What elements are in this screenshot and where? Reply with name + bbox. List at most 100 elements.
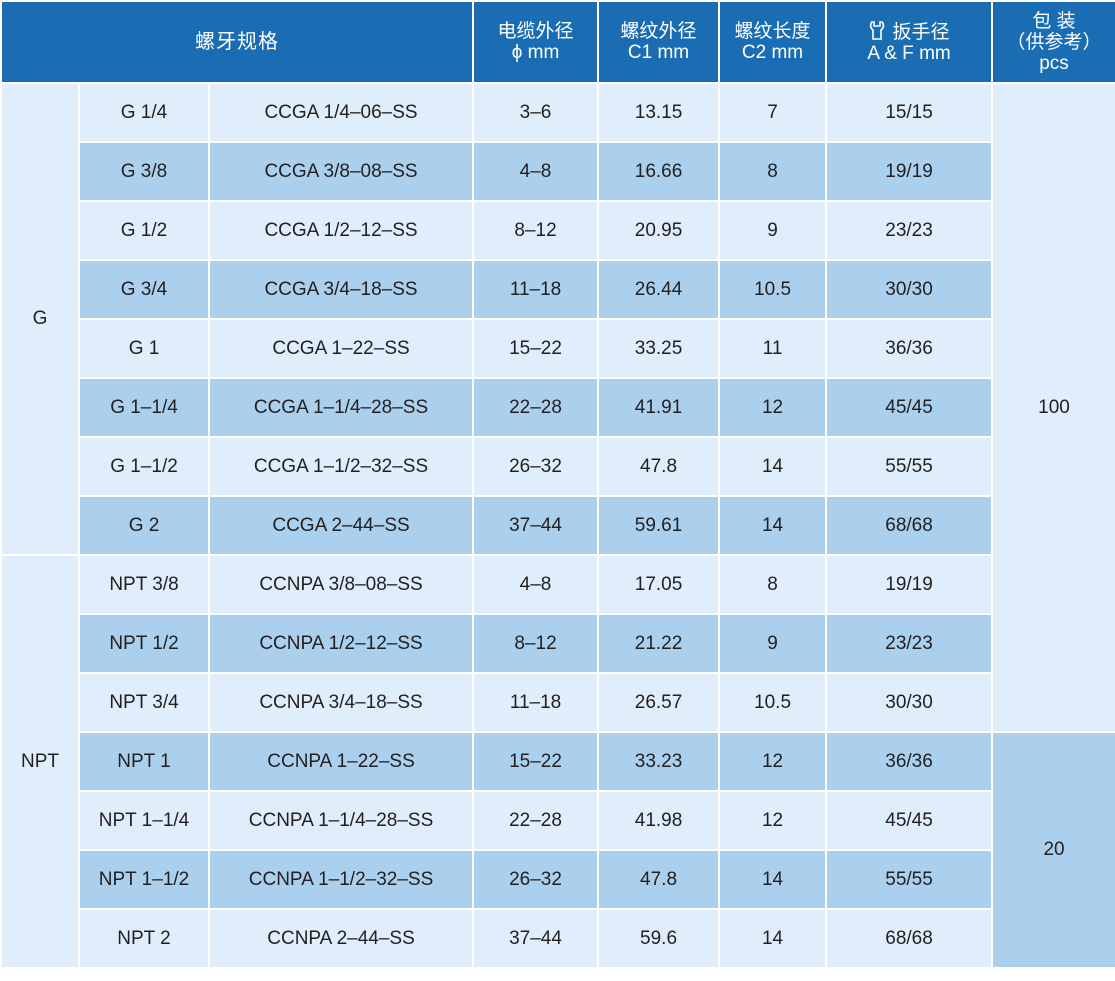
table-row: G 1–1/4 CCGA 1–1/4–28–SS 22–28 41.91 12 45/45 — [1, 377, 1115, 438]
part-code-cell: CCGA 1–22–SS — [207, 318, 475, 379]
thread-length-cell: 10.5 — [718, 672, 828, 733]
cable-od-cell: 22–28 — [472, 790, 600, 851]
thread-length-cell: 8 — [718, 554, 828, 615]
wrench-size-cell: 45/45 — [825, 377, 994, 438]
cable-od-cell: 26–32 — [472, 849, 600, 910]
thread-length-cell: 14 — [718, 849, 828, 910]
table-row: G 3/8 CCGA 3/8–08–SS 4–8 16.66 8 19/19 — [1, 141, 1115, 202]
package-qty-cell: 20 — [991, 731, 1115, 969]
cable-od-cell: 3–6 — [472, 82, 600, 143]
thread-length-cell: 9 — [718, 200, 828, 261]
thread-size-cell: G 1 — [78, 318, 210, 379]
thread-od-cell: 20.95 — [597, 200, 721, 261]
part-code-cell: CCGA 2–44–SS — [207, 495, 475, 556]
thread-size-cell: G 1–1/4 — [78, 377, 210, 438]
cable-od-header: 电缆外径 ϕ mm — [472, 0, 600, 84]
table-row: NPT 1 CCNPA 1–22–SS 15–22 33.23 12 36/36 20 — [1, 731, 1115, 969]
wrench-size-cell: 23/23 — [825, 200, 994, 261]
wrench-size-cell: 36/36 — [825, 731, 994, 792]
part-code-cell: CCGA 1–1/2–32–SS — [207, 436, 475, 497]
table-row: G 3/4 CCGA 3/4–18–SS 11–18 26.44 10.5 30/30 — [1, 259, 1115, 320]
table-row: NPT 1/2 CCNPA 1/2–12–SS 8–12 21.22 9 23/23 — [1, 613, 1115, 674]
cable-od-cell: 4–8 — [472, 554, 600, 615]
thread-type-cell: G — [0, 82, 80, 556]
table-row: NPT 3/4 CCNPA 3/4–18–SS 11–18 26.57 10.5 30/3… — [1, 672, 1115, 733]
wrench-size-cell: 68/68 — [825, 495, 994, 556]
thread-size-cell: G 3/4 — [78, 259, 210, 320]
thread-od-cell: 33.25 — [597, 318, 721, 379]
wrench-size-cell: 23/23 — [825, 613, 994, 674]
thread-od-cell: 59.61 — [597, 495, 721, 556]
thread-length-cell: 14 — [718, 436, 828, 497]
table-row: NPT 1–1/2 CCNPA 1–1/2–32–SS 26–32 47.8 14 55/… — [1, 849, 1115, 910]
part-code-cell: CCNPA 3/8–08–SS — [207, 554, 475, 615]
thread-od-cell: 13.15 — [597, 82, 721, 143]
thread-size-cell: NPT 2 — [78, 908, 210, 969]
part-code-cell: CCGA 3/8–08–SS — [207, 141, 475, 202]
thread-type-cell: NPT — [0, 554, 80, 969]
table-row: NPT 2 CCNPA 2–44–SS 37–44 59.6 14 68/68 — [1, 908, 1115, 969]
thread-size-cell: G 1–1/2 — [78, 436, 210, 497]
wrench-size-cell: 45/45 — [825, 790, 994, 851]
thread-length-cell: 7 — [718, 82, 828, 143]
thread-od-cell: 17.05 — [597, 554, 721, 615]
thread-length-cell: 14 — [718, 908, 828, 969]
part-code-cell: CCNPA 1–1/4–28–SS — [207, 790, 475, 851]
thread-od-cell: 47.8 — [597, 849, 721, 910]
cable-od-cell: 8–12 — [472, 613, 600, 674]
thread-od-cell: 26.57 — [597, 672, 721, 733]
thread-length-cell: 12 — [718, 790, 828, 851]
wrench-size-cell: 36/36 — [825, 318, 994, 379]
part-code-cell: CCGA 1/4–06–SS — [207, 82, 475, 143]
thread-size-cell: G 3/8 — [78, 141, 210, 202]
thread-size-cell: NPT 1–1/4 — [78, 790, 210, 851]
thread-size-cell: NPT 1–1/2 — [78, 849, 210, 910]
wrench-size-cell: 15/15 — [825, 82, 994, 143]
wrench-size-cell: 55/55 — [825, 849, 994, 910]
cable-od-cell: 8–12 — [472, 200, 600, 261]
thread-size-cell: NPT 3/4 — [78, 672, 210, 733]
part-code-cell: CCNPA 1/2–12–SS — [207, 613, 475, 674]
cable-od-cell: 4–8 — [472, 141, 600, 202]
part-code-cell: CCGA 1–1/4–28–SS — [207, 377, 475, 438]
part-code-cell: CCNPA 3/4–18–SS — [207, 672, 475, 733]
package-qty-cell: 100 — [991, 82, 1115, 733]
cable-od-cell: 37–44 — [472, 908, 600, 969]
cable-od-cell: 26–32 — [472, 436, 600, 497]
thread-size-cell: NPT 1/2 — [78, 613, 210, 674]
table-row: G 1 CCGA 1–22–SS 15–22 33.25 11 36/36 — [1, 318, 1115, 379]
thread-length-cell: 9 — [718, 613, 828, 674]
thread-size-cell: NPT 3/8 — [78, 554, 210, 615]
table-row: G 1–1/2 CCGA 1–1/2–32–SS 26–32 47.8 14 55/55 — [1, 436, 1115, 497]
part-code-cell: CCGA 3/4–18–SS — [207, 259, 475, 320]
cable-od-cell: 37–44 — [472, 495, 600, 556]
thread-size-cell: G 2 — [78, 495, 210, 556]
part-code-cell: CCNPA 1–1/2–32–SS — [207, 849, 475, 910]
cable-od-cell: 15–22 — [472, 318, 600, 379]
cable-od-cell: 22–28 — [472, 377, 600, 438]
thread-od-cell: 47.8 — [597, 436, 721, 497]
wrench-size-cell: 19/19 — [825, 554, 994, 615]
cable-od-cell: 15–22 — [472, 731, 600, 792]
thread-od-cell: 21.22 — [597, 613, 721, 674]
thread-length-cell: 11 — [718, 318, 828, 379]
part-code-cell: CCNPA 1–22–SS — [207, 731, 475, 792]
thread-size-cell: G 1/2 — [78, 200, 210, 261]
wrench-size-header: 扳手径 A & F mm — [825, 0, 994, 84]
wrench-icon — [869, 20, 884, 40]
spec-header: 螺牙规格 — [0, 0, 475, 84]
wrench-size-cell: 55/55 — [825, 436, 994, 497]
thread-od-header: 螺纹外径 C1 mm — [597, 0, 721, 84]
thread-length-cell: 12 — [718, 377, 828, 438]
thread-od-cell: 59.6 — [597, 908, 721, 969]
table-row: G 1/2 CCGA 1/2–12–SS 8–12 20.95 9 23/23 — [1, 200, 1115, 261]
header-row: 螺牙规格 电缆外径 ϕ mm 螺纹外径 C1 mm 螺纹长度 C2 mm 扳手径 — [0, 0, 1115, 84]
thread-length-cell: 10.5 — [718, 259, 828, 320]
thread-od-cell: 16.66 — [597, 141, 721, 202]
thread-length-cell: 14 — [718, 495, 828, 556]
table-row: G 2 CCGA 2–44–SS 37–44 59.61 14 68/68 — [1, 495, 1115, 556]
cable-od-cell: 11–18 — [472, 672, 600, 733]
thread-od-cell: 41.98 — [597, 790, 721, 851]
